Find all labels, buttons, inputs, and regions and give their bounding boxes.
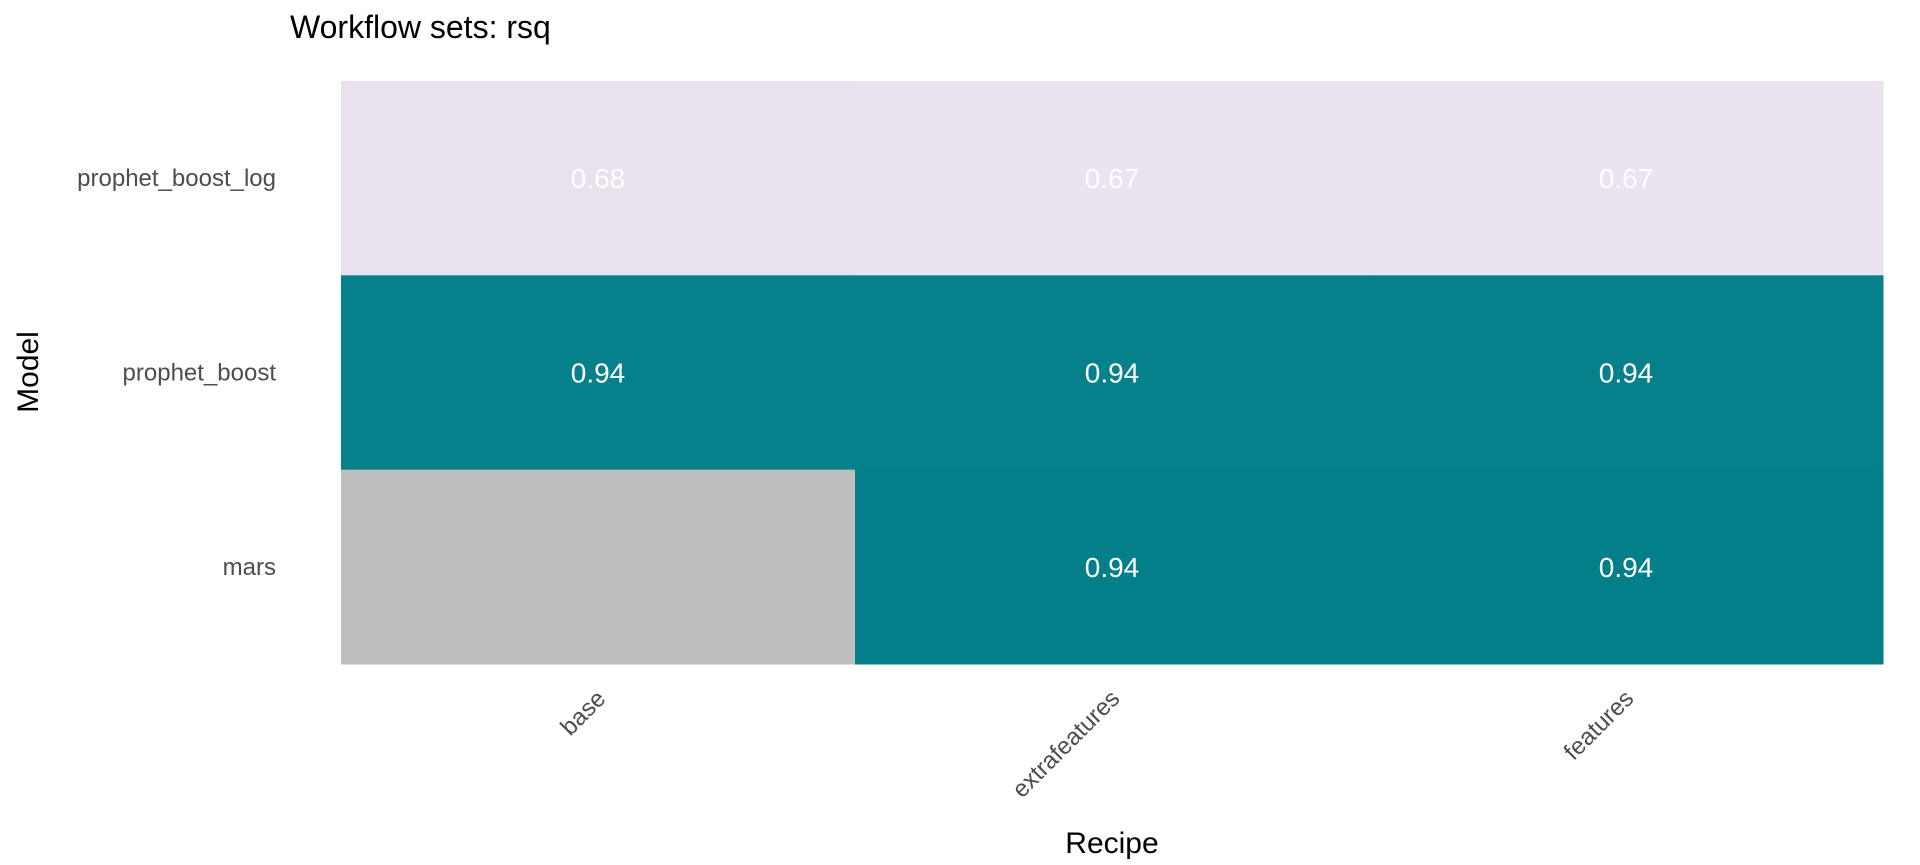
- x-tick-label: extrafeatures: [1007, 685, 1125, 803]
- heatmap-cell-mars-extrafeatures: [855, 469, 1370, 665]
- heatmap-cell-prophet_boost-base: [341, 275, 856, 471]
- x-axis-title: Recipe: [1065, 827, 1158, 860]
- heatmap-cell-mars-features: [1369, 469, 1884, 665]
- y-tick-label: prophet_boost_log: [77, 165, 276, 192]
- y-axis-title: Model: [12, 331, 45, 413]
- heatmap-cell-prophet_boost_log-base: [341, 81, 856, 276]
- heatmap-cell-prophet_boost-extrafeatures: [855, 275, 1370, 471]
- chart-title: Workflow sets: rsq: [290, 9, 551, 45]
- cell-value-label: 0.94: [1599, 552, 1654, 583]
- cell-value-label: 0.94: [1085, 552, 1140, 583]
- heatmap-cell-prophet_boost-features: [1369, 275, 1884, 471]
- heatmap-cell-prophet_boost_log-features: [1369, 81, 1884, 276]
- cell-value-label: 0.94: [1085, 358, 1140, 389]
- heatmap-cell-prophet_boost_log-extrafeatures: [855, 81, 1370, 276]
- x-tick-label: features: [1559, 685, 1639, 765]
- heatmap-cell-labels: 0.68 0.67 0.67 0.94 0.94 0.94 0.94 0.94: [571, 163, 1654, 583]
- y-tick-label: mars: [223, 554, 276, 581]
- cell-value-label: 0.94: [1599, 358, 1654, 389]
- heatmap-cell-mars-base: [341, 469, 856, 665]
- y-tick-label: prophet_boost: [123, 360, 277, 387]
- x-axis-ticks: base extrafeatures features: [555, 685, 1639, 803]
- cell-value-label: 0.67: [1085, 163, 1140, 194]
- cell-value-label: 0.67: [1599, 163, 1654, 194]
- x-tick-label: base: [555, 685, 611, 741]
- cell-value-label: 0.68: [571, 163, 626, 194]
- heatmap-cells: [341, 81, 1884, 665]
- cell-value-label: 0.94: [571, 358, 626, 389]
